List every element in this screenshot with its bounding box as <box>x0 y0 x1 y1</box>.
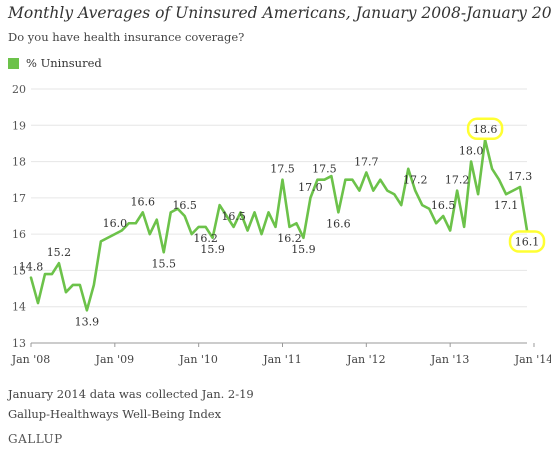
y-tick-label: 13 <box>12 337 26 350</box>
data-label: 18.6 <box>473 123 498 136</box>
y-tick-label: 18 <box>12 156 26 169</box>
legend: % Uninsured <box>8 56 102 70</box>
highlight-ring <box>508 230 546 253</box>
data-label: 16.5 <box>172 199 197 212</box>
y-tick-label: 17 <box>12 192 26 205</box>
data-label: 17.1 <box>494 199 519 212</box>
x-tick-label: Jan '14 <box>514 353 551 366</box>
x-tick-label: Jan '09 <box>95 353 135 366</box>
legend-label: % Uninsured <box>26 56 102 70</box>
data-label: 17.5 <box>270 163 295 176</box>
data-label: 16.0 <box>103 217 128 230</box>
data-label: 17.3 <box>508 170 533 183</box>
source-note: Gallup-Healthways Well-Being Index <box>8 407 222 421</box>
y-tick-label: 14 <box>12 301 26 314</box>
legend-swatch <box>8 57 19 69</box>
data-label: 15.5 <box>151 257 176 270</box>
y-tick-label: 20 <box>12 83 26 96</box>
chart-subtitle: Do you have health insurance coverage? <box>8 30 245 44</box>
series-line-uninsured <box>29 138 529 312</box>
gallup-logo: GALLUP <box>8 432 63 446</box>
data-label: 17.2 <box>445 174 470 187</box>
x-tick-label: Jan '13 <box>430 353 470 366</box>
x-tick-label: Jan '08 <box>11 353 51 366</box>
data-label: 18.0 <box>459 145 484 158</box>
data-label: 17.7 <box>354 155 379 168</box>
data-label: 16.5 <box>431 199 456 212</box>
data-label: 14.8 <box>19 261 44 274</box>
data-label: 17.5 <box>312 163 337 176</box>
line-chart: 13 14 15 16 17 18 19 20 Jan '08 Jan '09 Jan '10 Jan… <box>11 83 551 366</box>
data-label: 15.9 <box>291 243 316 256</box>
data-label: 15.2 <box>47 246 72 259</box>
data-label: 16.6 <box>131 195 156 208</box>
data-label: 16.2 <box>193 232 218 245</box>
data-label: 13.9 <box>75 315 100 328</box>
data-label: 17.0 <box>298 181 323 194</box>
x-tick-label: Jan '10 <box>178 353 218 366</box>
chart-title: Monthly Averages of Uninsured Americans,… <box>8 4 551 22</box>
y-tick-label: 15 <box>12 264 26 277</box>
x-tick-label: Jan '11 <box>262 353 302 366</box>
data-label: 15.9 <box>200 243 225 256</box>
y-tick-label: 16 <box>12 228 26 241</box>
highlight-ring <box>466 117 504 141</box>
data-label: 16.2 <box>277 232 302 245</box>
data-label: 16.6 <box>326 217 351 230</box>
data-label: 16.5 <box>221 210 246 223</box>
footnote: January 2014 data was collected Jan. 2-1… <box>8 387 254 401</box>
y-tick-label: 19 <box>12 119 26 132</box>
data-label: 17.2 <box>403 174 428 187</box>
x-tick-label: Jan '12 <box>346 353 386 366</box>
data-label: 16.1 <box>515 236 540 249</box>
